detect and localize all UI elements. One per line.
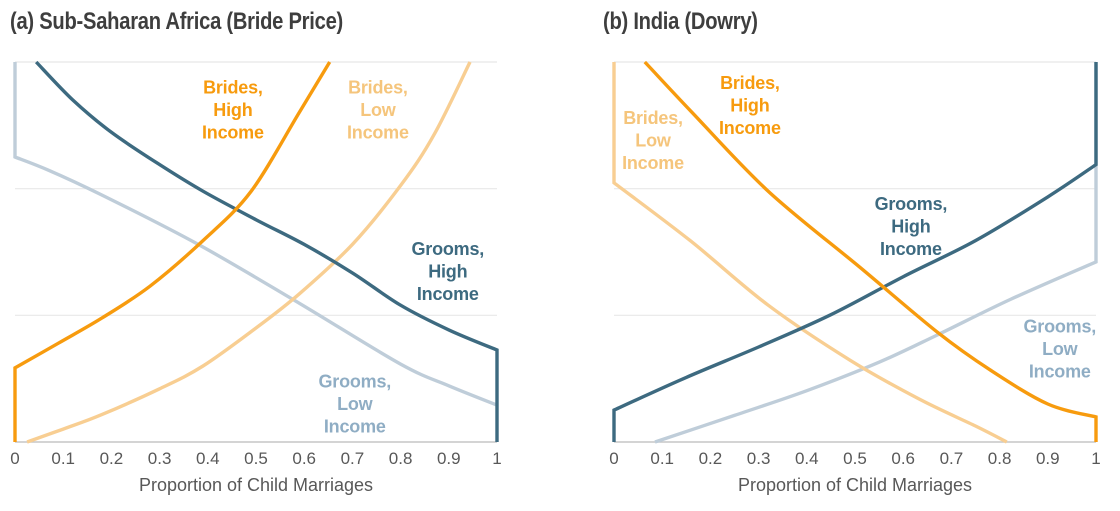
curve-label-brides-high: Brides, High Income [719, 73, 781, 138]
curve-label-grooms-low: Grooms, Low Income [318, 372, 391, 437]
curve-label-grooms-high: Grooms, High Income [411, 239, 484, 304]
x-tick-label: 0.6 [292, 449, 316, 468]
x-tick-label: 0.9 [1036, 449, 1060, 468]
x-tick-label: 0 [609, 449, 618, 468]
x-tick-label: 1 [492, 449, 501, 468]
curve-label-grooms-high: Grooms, High Income [875, 194, 948, 259]
x-tick-label: 0.5 [843, 449, 867, 468]
curve-brides-low [612, 62, 1008, 444]
curve-grooms-low [654, 62, 1098, 444]
x-axis-title: Proportion of Child Marriages [139, 475, 373, 495]
curve-label-grooms-low: Grooms, Low Income [1023, 317, 1096, 382]
curve-brides-high [13, 61, 332, 442]
x-tick-label: 0.1 [51, 449, 75, 468]
x-tick-label: 1 [1091, 449, 1100, 468]
curve-grooms-low [13, 62, 498, 407]
curve-grooms-high [612, 62, 1098, 442]
x-tick-label: 0.4 [795, 449, 819, 468]
x-tick-label: 0.7 [341, 449, 365, 468]
x-tick-label: 0.2 [100, 449, 124, 468]
x-tick-label: 0.3 [148, 449, 172, 468]
chart-b-title: (b) India (Dowry) [603, 8, 758, 35]
curve-brides-low [26, 61, 472, 444]
x-tick-label: 0.1 [650, 449, 674, 468]
x-tick-label: 0.3 [747, 449, 771, 468]
x-tick-label: 0.2 [699, 449, 723, 468]
curve-brides-high [643, 60, 1098, 442]
x-tick-label: 0.9 [437, 449, 461, 468]
x-axis-title: Proportion of Child Marriages [738, 475, 972, 495]
x-tick-label: 0.6 [891, 449, 915, 468]
x-tick-label: 0.5 [244, 449, 268, 468]
x-tick-label: 0 [10, 449, 19, 468]
curve-grooms-high [34, 60, 499, 442]
chart-a-title: (a) Sub-Saharan Africa (Bride Price) [10, 8, 343, 35]
chart-b-plot: 0 0.1 0.2 0.3 0.4 0.5 0.6 0.7 0.8 0.9 1 Proportion … [609, 60, 1101, 495]
curve-label-brides-high: Brides, High Income [202, 78, 264, 143]
curve-label-brides-low: Brides, Low Income [347, 78, 409, 143]
x-tick-label: 0.4 [196, 449, 220, 468]
curve-label-brides-low: Brides, Low Income [622, 108, 684, 173]
x-tick-label: 0.8 [389, 449, 413, 468]
x-tick-label: 0.8 [988, 449, 1012, 468]
x-tick-label: 0.7 [940, 449, 964, 468]
chart-a-plot: 0 0.1 0.2 0.3 0.4 0.5 0.6 0.7 0.8 0.9 1 Proportion … [10, 60, 502, 495]
